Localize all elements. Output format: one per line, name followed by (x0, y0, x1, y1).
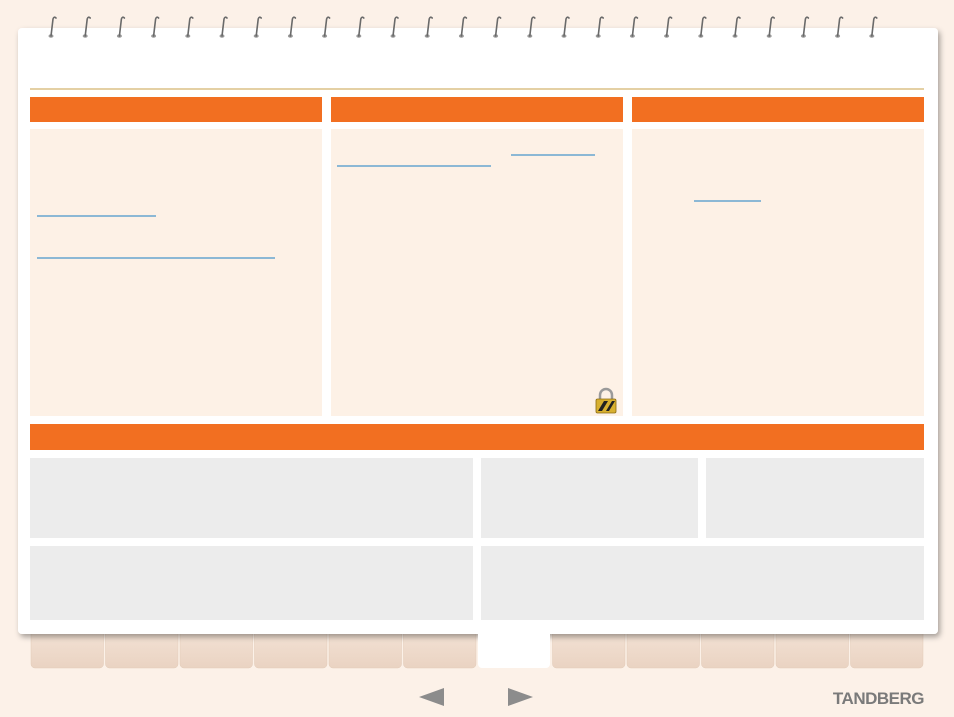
ring (734, 16, 741, 37)
ring (289, 16, 297, 37)
tab[interactable] (775, 629, 849, 669)
info-box (706, 458, 924, 538)
ring (665, 16, 673, 37)
ring (836, 16, 844, 37)
section-header (30, 97, 322, 122)
ring (426, 16, 433, 37)
brand-logo: TANDBERG (833, 689, 924, 708)
ring (563, 16, 570, 37)
ring (802, 16, 810, 37)
ring (221, 16, 228, 37)
tab[interactable] (552, 629, 626, 669)
ring (494, 16, 502, 37)
ring (597, 16, 604, 37)
tab[interactable] (850, 629, 924, 669)
section-header (331, 97, 623, 122)
ring (700, 16, 707, 37)
active-tab[interactable] (478, 630, 550, 668)
section-header (632, 97, 924, 122)
tab[interactable] (403, 629, 477, 669)
column-panel (30, 129, 322, 416)
ring (84, 16, 91, 37)
ring (255, 16, 262, 37)
ring (50, 16, 57, 37)
section-header (30, 424, 924, 450)
lock-icon (595, 387, 617, 414)
tab[interactable] (626, 629, 700, 669)
ring (358, 16, 365, 37)
info-box (30, 546, 473, 620)
info-box (481, 458, 698, 538)
tab[interactable] (105, 629, 179, 669)
tab[interactable] (328, 629, 402, 669)
tab[interactable] (254, 629, 328, 669)
tab[interactable] (179, 629, 253, 669)
ring (152, 16, 160, 37)
column-panel (331, 129, 623, 416)
prev-page-arrow[interactable] (419, 688, 444, 706)
info-box (30, 458, 473, 538)
ring (392, 16, 399, 37)
ring (187, 16, 194, 37)
ring (631, 16, 639, 37)
spiral-binding (48, 16, 878, 38)
info-box (481, 546, 924, 620)
ring (768, 16, 775, 37)
tab[interactable] (30, 629, 104, 669)
tab[interactable] (701, 629, 775, 669)
tab-bar (30, 629, 924, 669)
ring (118, 16, 126, 37)
ring (871, 16, 878, 37)
ring (460, 16, 468, 37)
column-panel (632, 129, 924, 416)
ring (323, 16, 331, 37)
next-page-arrow[interactable] (508, 688, 533, 706)
ring (529, 16, 536, 37)
